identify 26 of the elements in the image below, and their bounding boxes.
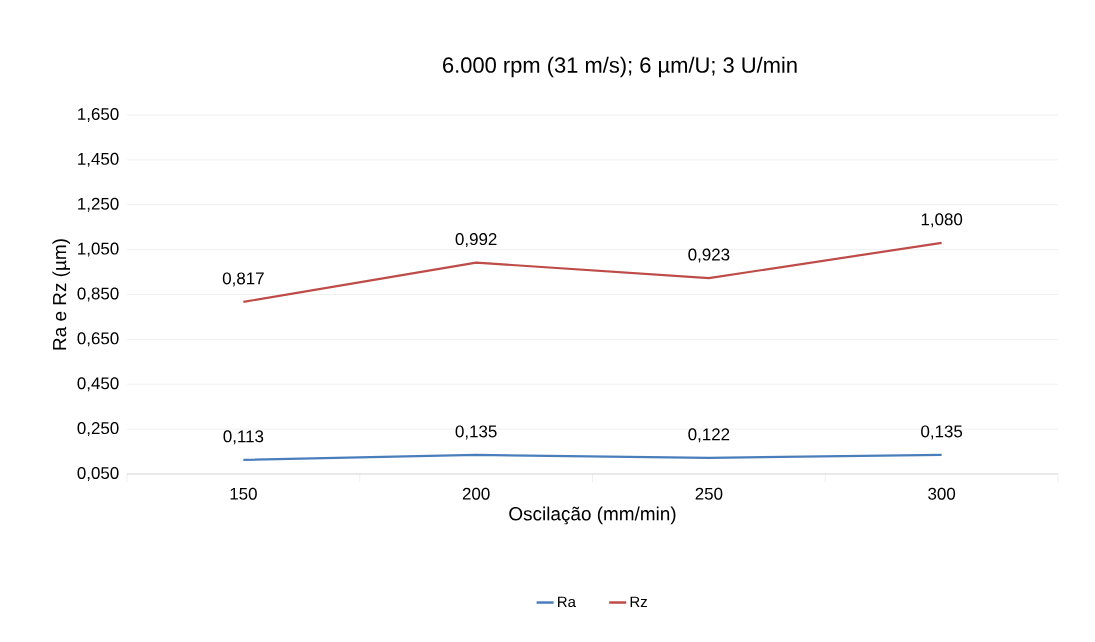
x-tick-label: 250: [695, 487, 723, 500]
y-tick-label: 1,050: [78, 242, 119, 257]
data-label: 0,992: [455, 233, 497, 248]
y-tick-label: 0,050: [77, 466, 119, 481]
y-axis-title: Ra e Rz (µm): [52, 239, 71, 350]
x-tick-label: 150: [230, 487, 257, 500]
x-tick-label: 300: [928, 487, 956, 500]
y-tick-label: 0,450: [77, 377, 119, 392]
data-label: 1,080: [921, 213, 963, 228]
y-tick-label: 1,250: [78, 197, 119, 212]
y-tick-label: 0,850: [77, 287, 119, 302]
x-tick-label: 200: [462, 487, 490, 500]
data-label: 0,135: [921, 425, 963, 440]
y-tick-label: 0,250: [77, 422, 119, 437]
data-label: 0,923: [688, 248, 730, 263]
y-tick-label: 0,650: [77, 332, 119, 347]
chart-title: 6.000 rpm (31 m/s); 6 µm/U; 3 U/min: [443, 56, 797, 78]
legend-label: Rz: [630, 596, 647, 607]
data-label: 0,113: [223, 430, 264, 445]
data-label: 0,122: [688, 428, 730, 443]
data-label: 0,135: [455, 425, 497, 440]
y-tick-label: 1,650: [78, 107, 119, 122]
legend-label: Ra: [558, 596, 576, 608]
y-tick-label: 1,450: [78, 152, 119, 167]
data-label: 0,817: [222, 272, 264, 287]
x-axis-title: Oscilação (mm/min): [509, 506, 676, 525]
